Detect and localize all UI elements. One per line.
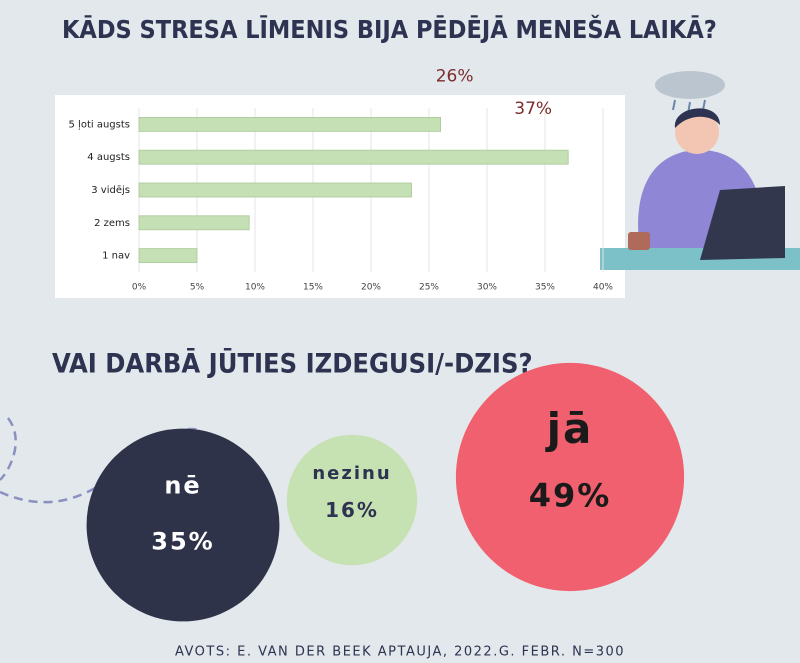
x-tick-label: 30% <box>477 283 497 293</box>
x-tick-label: 15% <box>303 283 323 293</box>
source: AVOTS: E. VAN DER BEEK APTAUJA, 2022.G. … <box>175 645 625 660</box>
bubble-label: nezinu <box>312 463 391 484</box>
bubble-label: nē <box>164 471 201 499</box>
x-tick-label: 20% <box>361 283 381 293</box>
y-tick-label: 1 nav <box>102 251 130 262</box>
value-label: 26% <box>436 66 474 86</box>
x-tick-label: 0% <box>132 283 147 293</box>
chart-title: VAI DARBĀ JŪTIES IZDEGUSI/-DZIS? <box>52 348 533 380</box>
x-tick-label: 25% <box>419 283 439 293</box>
value-label: 16% <box>325 498 379 522</box>
bubble-label: jā <box>545 404 594 453</box>
bar <box>138 117 442 132</box>
bubble <box>86 428 280 622</box>
x-tick-label: 40% <box>593 283 613 293</box>
chart-title: KĀDS STRESA LĪMENIS BIJA PĒDĒJĀ MENEŠA L… <box>62 14 717 44</box>
value-label: 35% <box>151 527 214 555</box>
x-tick-label: 35% <box>535 283 555 293</box>
x-tick-label: 5% <box>190 283 205 293</box>
y-tick-label: 2 zems <box>94 218 130 229</box>
x-tick-label: 10% <box>245 283 265 293</box>
bubble <box>455 362 685 592</box>
value-label: 37% <box>514 99 552 119</box>
value-label: 49% <box>529 477 612 515</box>
illustration <box>600 71 800 270</box>
y-tick-label: 5 ļoti augsts <box>69 119 130 130</box>
bar <box>138 149 569 165</box>
y-tick-label: 3 vidējs <box>91 185 130 196</box>
bar <box>138 215 250 231</box>
bar <box>138 248 198 264</box>
y-tick-label: 4 augsts <box>87 152 130 163</box>
bubble <box>286 434 418 566</box>
bar <box>138 182 413 198</box>
